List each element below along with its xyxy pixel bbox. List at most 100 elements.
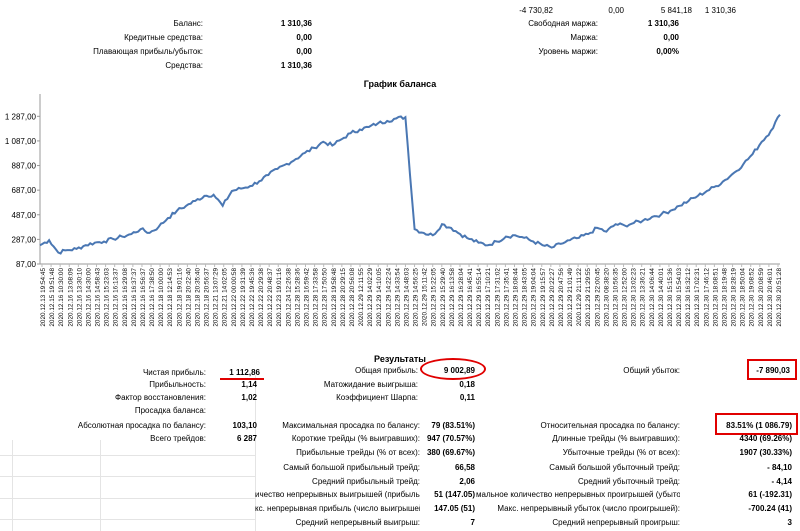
balance-label: Баланс: xyxy=(173,19,203,28)
x-tick-label: 2020.12.16 10:30:00 xyxy=(58,268,65,327)
x-tick-label: 2020.12.30 20:51:28 xyxy=(776,268,783,327)
x-tick-label: 2020.12.30 18:08:51 xyxy=(712,268,719,327)
gross-loss-value: -7 890,03 xyxy=(756,366,790,375)
net-profit-label: Чистая прибыль: xyxy=(142,368,206,377)
grid-line xyxy=(100,440,101,531)
equity-value: 1 310,36 xyxy=(280,61,312,70)
short-trades-value: 947 (70.57%) xyxy=(426,434,475,443)
x-tick-label: 2020.12.16 13:30:10 xyxy=(76,268,83,327)
max-cons-losses-value: 61 (-192.31) xyxy=(748,490,792,499)
x-tick-label: 2020.12.16 15:23:03 xyxy=(104,268,111,327)
y-tick-label: 1 087,00 xyxy=(5,137,37,146)
top-total-1: -4 730,82 xyxy=(519,6,553,15)
margin-label: Маржа: xyxy=(570,33,598,42)
max-cons-losses-label: мальное количество непрерывных проигрыше… xyxy=(476,490,680,499)
grid-line xyxy=(255,375,256,531)
x-tick-label: 2020.12.18 20:56:37 xyxy=(204,268,211,327)
chart-title: График баланса xyxy=(363,79,437,89)
x-tick-label: 2020.12.29 19:04:04 xyxy=(531,268,538,327)
x-tick-label: 2020.12.16 16:13:37 xyxy=(113,268,120,327)
y-tick-label: 687,00 xyxy=(12,186,37,195)
x-tick-label: 2020.12.30 14:06:44 xyxy=(649,268,656,327)
x-tick-label: 2020.12.28 17:50:50 xyxy=(322,268,329,327)
short-trades-label: Короткие трейды (% выигравших): xyxy=(291,434,420,443)
grid-line xyxy=(12,440,13,531)
balance-chart: 1 287,00 1 087,00 887,00 687,00 487,00 287,00… xyxy=(5,94,783,327)
x-tick-label: 2020.12.29 21:29:55 xyxy=(585,268,592,327)
total-trades-label: Всего трейдов: xyxy=(150,434,206,443)
x-tick-label: 2020.12.29 20:22:27 xyxy=(549,268,556,327)
x-tick-label: 2020.12.30 20:46:01 xyxy=(767,268,774,327)
x-tick-label: 2020.12.16 16:37:37 xyxy=(131,268,138,327)
max-cons-loss-label: Макс. непрерывный убыток (число проигрыш… xyxy=(497,504,680,513)
equity-label: Средства: xyxy=(165,61,203,70)
top-total-2: 0,00 xyxy=(608,6,624,15)
max-cons-profit-label: кс. непрерывная прибыль (число выигрышей… xyxy=(255,504,420,513)
x-tick-label: 2020.12.30 08:38:20 xyxy=(603,268,610,327)
x-tick-label: 2020.12.29 16:28:04 xyxy=(458,268,465,327)
avg-loss-label: Средний убыточный трейд: xyxy=(578,477,680,486)
x-tick-label: 2020.12.29 21:01:49 xyxy=(567,268,574,327)
x-tick-label: 2020.12.28 19:58:48 xyxy=(331,268,338,327)
x-tick-label: 2020.12.28 17:33:58 xyxy=(313,268,320,327)
grid-line xyxy=(0,476,255,477)
x-tick-label: 2020.12.29 17:35:41 xyxy=(503,268,510,327)
profit-trades-value: 380 (69.67%) xyxy=(426,448,475,457)
x-tick-label: 2020.12.16 16:29:08 xyxy=(122,268,129,327)
margin-level-value: 0,00% xyxy=(656,47,679,56)
x-tick-label: 2020.12.30 12:52:00 xyxy=(622,268,629,327)
x-tick-label: 2020.12.16 17:38:50 xyxy=(149,268,156,327)
x-tick-label: 2020.12.29 14:10:05 xyxy=(376,268,383,327)
grid-line xyxy=(0,498,255,499)
max-cons-wins-value: 51 (147.05) xyxy=(434,490,475,499)
x-tick-label: 2020.12.24 12:26:38 xyxy=(285,268,292,327)
loss-trades-label: Убыточные трейды (% от всех): xyxy=(562,448,680,457)
x-tick-label: 2020.12.29 22:00:45 xyxy=(594,268,601,327)
x-tick-label: 2020.12.29 12:11:55 xyxy=(358,268,365,327)
max-drawdown-label: Максимальная просадка по балансу: xyxy=(282,421,420,430)
recovery-factor-label: Фактор восстановления: xyxy=(115,393,206,402)
net-profit-value: 1 112,86 xyxy=(229,368,260,377)
gross-loss-label: Общий убыток: xyxy=(623,366,680,375)
x-tick-label: 2020.12.29 19:15:57 xyxy=(540,268,547,327)
grid-line xyxy=(0,455,255,456)
x-tick-label: 2020.12.30 18:19:48 xyxy=(721,268,728,327)
x-tick-label: 2020.12.22 20:29:38 xyxy=(258,268,265,327)
grid-line xyxy=(0,519,255,520)
y-tick-label: 87,00 xyxy=(16,260,37,269)
avg-cons-wins-label: Средний непрерывный выигрыш: xyxy=(295,518,420,527)
x-tick-label: 2020.12.18 20:35:40 xyxy=(194,268,201,327)
credit-label: Кредитные средства: xyxy=(124,33,203,42)
x-tick-label: 2020.12.18 20:22:40 xyxy=(185,268,192,327)
x-tick-label: 2020.12.28 15:28:36 xyxy=(294,268,301,327)
x-tick-label: 2020.12.28 16:59:42 xyxy=(304,268,311,327)
y-tick-label: 887,00 xyxy=(12,162,37,171)
x-tick-label: 2020.12.16 14:30:00 xyxy=(85,268,92,327)
x-tick-label: 2020.12.29 14:02:29 xyxy=(367,268,374,327)
x-tick-label: 2020.12.29 21:11:22 xyxy=(576,268,583,327)
sharpe-value: 0,11 xyxy=(459,393,475,402)
long-trades-label: Длинные трейды (% выигравших): xyxy=(552,434,680,443)
margin-value: 0,00 xyxy=(663,33,679,42)
x-tick-label: 2020.12.29 18:43:05 xyxy=(522,268,529,327)
results-title: Результаты xyxy=(374,354,426,364)
x-tick-label: 2020.12.29 17:10:21 xyxy=(485,268,492,327)
expected-payoff-value: 0,18 xyxy=(459,380,475,389)
profit-trades-label: Прибыльные трейды (% от всех): xyxy=(296,448,420,457)
x-tick-label: 2020.12.30 14:40:01 xyxy=(658,268,665,327)
x-tick-label: 2020.12.29 14:22:24 xyxy=(385,268,392,327)
x-tick-label: 2020.12.18 12:14:53 xyxy=(167,268,174,327)
x-tick-label: 2020.12.30 16:32:12 xyxy=(685,268,692,327)
y-tick-label: 287,00 xyxy=(12,235,37,244)
rel-drawdown-label: Относительная просадка по балансу: xyxy=(540,421,680,430)
gross-profit-highlight xyxy=(420,358,486,380)
x-tick-label: 2020.12.16 16:56:37 xyxy=(140,268,147,327)
x-tick-label: 2020.12.21 13:07:29 xyxy=(213,268,220,327)
free-margin-label: Свободная маржа: xyxy=(528,19,598,28)
floating-pl-value: 0,00 xyxy=(296,47,312,56)
x-tick-label: 2020.12.30 10:56:35 xyxy=(612,268,619,327)
x-tick-label: 2020.12.30 17:46:12 xyxy=(703,268,710,327)
x-tick-label: 2020.12.29 14:33:54 xyxy=(394,268,401,327)
x-tick-label: 2020.12.29 16:45:41 xyxy=(467,268,474,327)
avg-cons-wins-value: 7 xyxy=(470,518,475,527)
